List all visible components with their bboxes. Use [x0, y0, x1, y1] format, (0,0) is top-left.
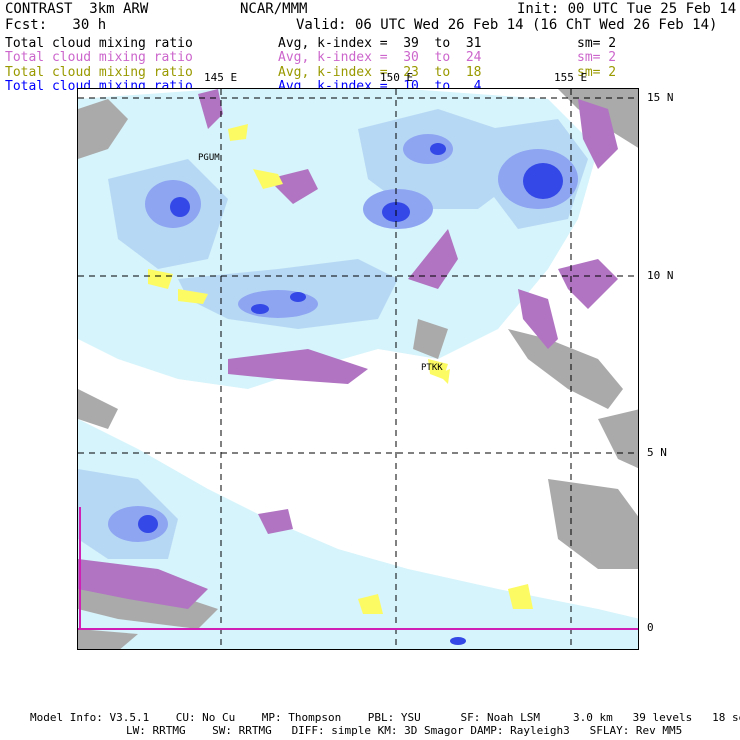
- cloud-map: PGUM PTKK: [77, 88, 639, 650]
- field-avg-3: Avg, k-index = 23 to 18: [278, 65, 482, 80]
- field-avg-2: Avg, k-index = 30 to 24: [278, 50, 482, 65]
- lon-label-145: 145 E: [204, 71, 238, 84]
- model-title: CONTRAST 3km ARW: [5, 1, 149, 17]
- station-ptkk: PTKK: [421, 363, 443, 373]
- model-info-line2: LW: RRTMG SW: RRTMG DIFF: simple KM: 3D …: [126, 724, 683, 737]
- field-sm-2: sm= 2: [577, 50, 617, 65]
- station-pgum: PGUM: [198, 153, 220, 163]
- yellow-contours: [148, 124, 533, 614]
- purple-contours: [78, 89, 618, 609]
- lat-label-0: 0: [647, 621, 654, 634]
- field-avg-1: Avg, k-index = 39 to 31: [278, 36, 482, 51]
- grid-lines: [78, 89, 638, 649]
- field-sm-1: sm= 2: [577, 36, 617, 51]
- cloud-map-svg: [78, 89, 638, 649]
- field-name-1: Total cloud mixing ratio: [5, 36, 193, 51]
- valid-time: Valid: 06 UTC Wed 26 Feb 14 (16 ChT Wed …: [296, 17, 718, 33]
- model-info-line1: Model Info: V3.5.1 CU: No Cu MP: Thompso…: [30, 711, 740, 724]
- lat-label-15n: 15 N: [647, 91, 674, 104]
- org-label: NCAR/MMM: [240, 1, 308, 17]
- field-sm-3: sm= 2: [577, 65, 617, 80]
- init-time: Init: 00 UTC Tue 25 Feb 14: [517, 1, 737, 17]
- forecast-hour: Fcst: 30 h: [5, 17, 107, 33]
- lon-label-155: 155 E: [554, 71, 588, 84]
- lat-label-5n: 5 N: [647, 446, 667, 459]
- lat-label-10n: 10 N: [647, 269, 674, 282]
- lon-label-150: 150 E: [380, 71, 414, 84]
- field-name-2: Total cloud mixing ratio: [5, 50, 193, 65]
- field-name-3: Total cloud mixing ratio: [5, 65, 193, 80]
